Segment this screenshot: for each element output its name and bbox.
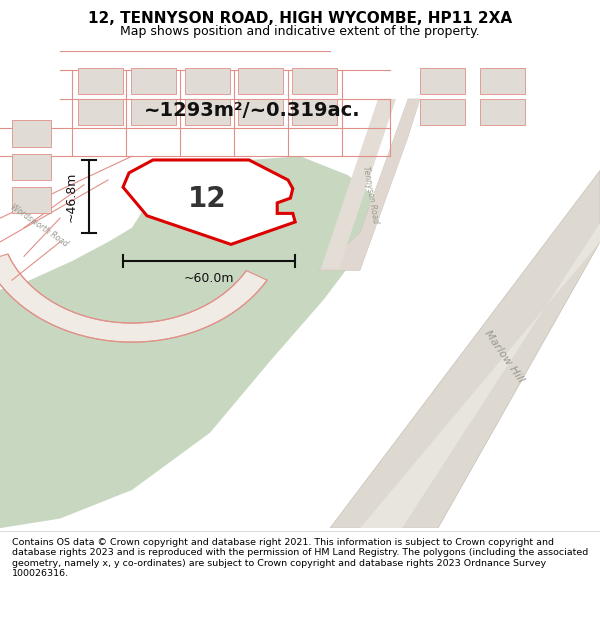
Bar [131,68,176,94]
Bar [78,99,123,125]
Polygon shape [0,156,372,528]
Bar [480,68,525,94]
Polygon shape [330,171,600,528]
Bar [185,68,230,94]
Polygon shape [123,160,295,244]
Text: ~60.0m: ~60.0m [184,272,235,284]
Bar [480,99,525,125]
Bar [12,154,51,180]
Bar [238,68,283,94]
Bar [12,121,51,147]
Bar [131,99,176,125]
Bar [292,68,337,94]
Polygon shape [321,99,396,268]
Polygon shape [360,223,600,528]
Text: Wordsworth Road: Wordsworth Road [8,202,70,248]
Text: 12, TENNYSON ROAD, HIGH WYCOMBE, HP11 2XA: 12, TENNYSON ROAD, HIGH WYCOMBE, HP11 2X… [88,11,512,26]
Bar [185,99,230,125]
Text: Marlow Hill: Marlow Hill [482,329,526,384]
Bar [420,68,465,94]
Bar [420,99,465,125]
Text: 12: 12 [188,185,226,213]
Text: ~1293m²/~0.319ac.: ~1293m²/~0.319ac. [143,101,361,121]
Text: Tennyson Road: Tennyson Road [361,165,380,224]
Text: ~46.8m: ~46.8m [65,171,78,222]
Bar [78,68,123,94]
Polygon shape [318,99,420,271]
Bar [12,187,51,213]
Bar [238,99,283,125]
Bar [292,99,337,125]
Text: Map shows position and indicative extent of the property.: Map shows position and indicative extent… [120,26,480,39]
Polygon shape [0,254,267,342]
Text: Contains OS data © Crown copyright and database right 2021. This information is : Contains OS data © Crown copyright and d… [12,538,588,578]
